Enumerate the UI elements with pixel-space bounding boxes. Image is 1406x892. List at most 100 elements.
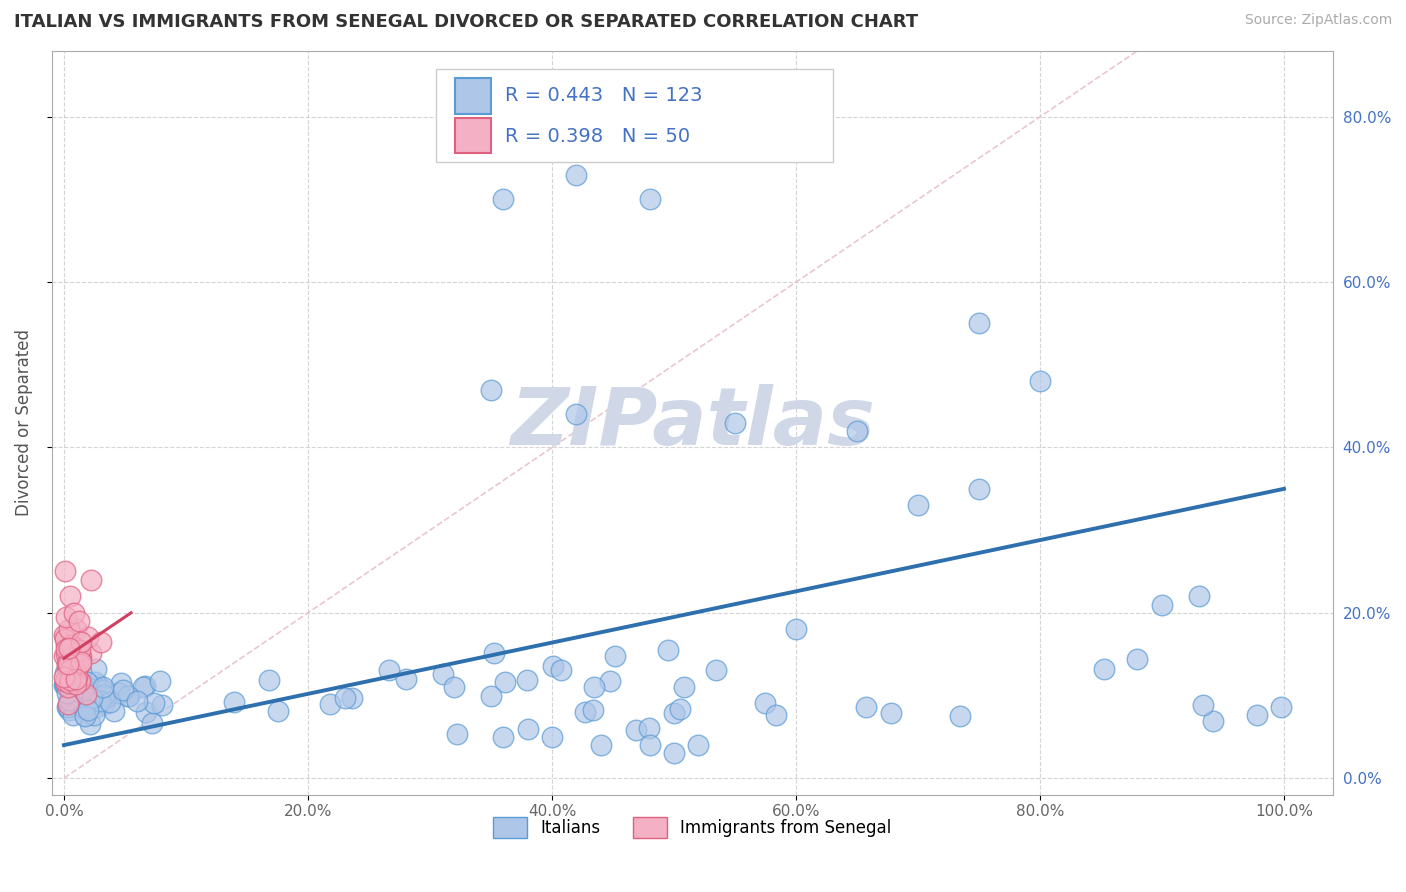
Point [55,658,77,673]
Point [626,723,648,738]
Point [67,673,90,687]
Point [257,673,280,687]
Point [333,690,356,705]
Point [53,665,76,680]
Point [60,698,83,712]
Point [77,680,100,694]
Point [55,679,77,693]
Point [69,649,91,664]
Point [494,675,516,690]
Point [706,664,728,678]
Point [377,663,399,677]
Point [55,609,77,624]
Point [565,408,588,422]
Point [53,673,76,688]
Point [765,707,787,722]
Point [67,687,90,701]
Point [56,686,79,700]
Point [70,634,93,648]
Point [67,681,90,696]
Point [58,700,80,714]
Point [86,688,108,702]
Point [149,673,172,688]
Point [83,707,105,722]
Point [482,646,505,660]
Point [73,707,96,722]
Point [56,657,79,671]
Point [754,696,776,710]
Point [56,656,79,670]
Point [62,695,84,709]
Point [53,632,76,646]
Point [55,639,77,653]
Point [479,383,502,397]
Point [79,697,101,711]
Point [98,695,121,709]
Point [785,623,807,637]
Point [91,680,114,694]
Point [53,565,76,579]
Point [134,679,156,693]
Point [53,678,76,692]
Point [84,662,107,676]
Point [66,669,89,683]
Point [70,664,93,678]
Point [108,686,131,700]
Point [574,705,596,719]
Point [53,677,76,691]
Point [65,677,87,691]
Point [492,193,515,207]
Point [59,663,82,677]
Text: Source: ZipAtlas.com: Source: ZipAtlas.com [1244,13,1392,28]
Point [855,700,877,714]
Point [319,697,342,711]
Point [541,658,564,673]
FancyBboxPatch shape [436,70,834,162]
Point [1092,662,1115,676]
Point [446,726,468,740]
Point [67,676,90,690]
Point [53,678,76,692]
Point [62,670,84,684]
Point [443,680,465,694]
Point [58,658,80,673]
Point [70,678,93,692]
FancyBboxPatch shape [456,118,491,153]
Point [58,623,80,637]
Point [550,663,572,677]
Point [55,641,77,656]
Point [58,672,80,686]
Point [907,499,929,513]
FancyBboxPatch shape [456,78,491,114]
Point [565,168,588,182]
Point [65,669,87,683]
Point [86,678,108,692]
Point [150,698,173,712]
Point [93,697,115,711]
Point [72,689,94,703]
Point [69,701,91,715]
Point [724,416,747,430]
Point [83,680,105,694]
Point [59,687,82,701]
Point [967,482,990,496]
Point [117,689,139,703]
Point [62,676,84,690]
Point [582,702,605,716]
Point [880,706,903,721]
Point [59,638,82,652]
Point [62,606,84,620]
Point [103,704,125,718]
Point [638,738,661,752]
Point [75,688,97,702]
Point [638,193,661,207]
Point [479,689,502,703]
Point [53,670,76,684]
Point [69,673,91,688]
Point [125,693,148,707]
Point [53,628,76,642]
Point [91,688,114,702]
Text: ITALIAN VS IMMIGRANTS FROM SENEGAL DIVORCED OR SEPARATED CORRELATION CHART: ITALIAN VS IMMIGRANTS FROM SENEGAL DIVOR… [14,13,918,31]
Point [662,706,685,720]
Point [70,655,93,669]
